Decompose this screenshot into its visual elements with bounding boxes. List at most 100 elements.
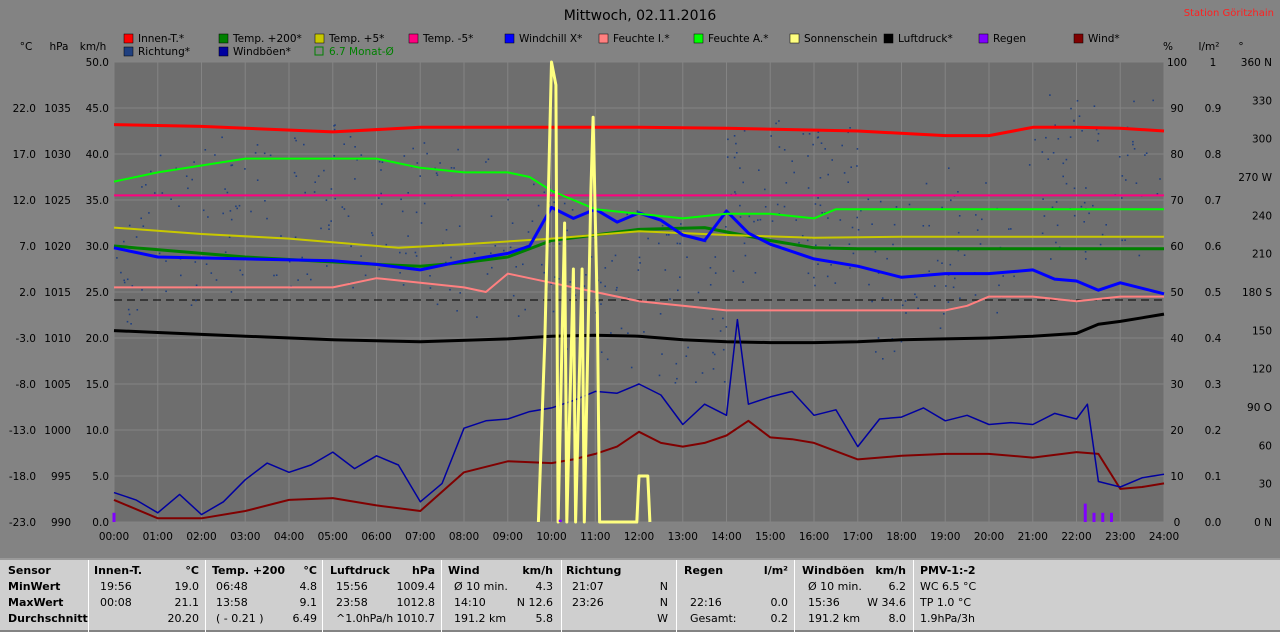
- direction-dot: [328, 224, 330, 226]
- direction-dot: [1008, 228, 1010, 230]
- direction-dot: [1073, 214, 1076, 217]
- direction-dot: [831, 159, 833, 161]
- direction-dot: [739, 216, 742, 218]
- direction-dot: [1057, 138, 1060, 140]
- direction-dot: [985, 182, 987, 184]
- percent-tick: 100: [1167, 57, 1187, 69]
- direction-dot: [771, 220, 774, 222]
- direction-dot: [722, 348, 725, 351]
- direction-dot: [517, 315, 520, 317]
- direction-dot: [541, 263, 543, 266]
- direction-dot: [748, 215, 751, 218]
- direction-dot: [343, 143, 345, 145]
- direction-tick: 60: [1259, 440, 1272, 452]
- x-tick: 04:00: [274, 531, 304, 543]
- direction-dot: [754, 272, 757, 274]
- direction-dot: [1125, 179, 1127, 181]
- cell-richtung-time: 23:26: [572, 596, 604, 609]
- direction-dot: [1097, 139, 1099, 142]
- direction-dot: [714, 272, 717, 274]
- direction-dot: [879, 200, 882, 203]
- direction-dot: [222, 212, 224, 215]
- direction-dot: [856, 216, 858, 219]
- direction-dot: [877, 337, 880, 339]
- direction-dot: [813, 276, 815, 279]
- hpa-tick: 1025: [44, 195, 71, 207]
- direction-dot: [952, 286, 955, 289]
- direction-dot: [957, 231, 960, 234]
- direction-dot: [585, 274, 587, 276]
- direction-dot: [954, 277, 956, 280]
- direction-dot: [378, 197, 380, 199]
- direction-dot: [294, 236, 297, 239]
- cell-boeen-value: 8.0: [888, 612, 907, 625]
- direction-dot: [893, 223, 896, 226]
- legend-label-regen: Regen: [993, 33, 1026, 45]
- direction-dot: [996, 311, 998, 314]
- row-label: MinWert: [8, 580, 61, 593]
- direction-dot: [941, 206, 943, 209]
- legend-swatch-wind: [1073, 33, 1084, 44]
- table-separator: [676, 560, 677, 632]
- direction-tick: 240: [1252, 210, 1272, 222]
- direction-dot: [205, 263, 208, 265]
- direction-dot: [819, 204, 822, 207]
- direction-dot: [1085, 258, 1087, 260]
- direction-dot: [145, 184, 147, 186]
- rain-tick: 0.7: [1205, 195, 1222, 207]
- direction-dot: [709, 267, 712, 269]
- percent-tick: 90: [1170, 103, 1183, 115]
- direction-dot: [819, 177, 822, 179]
- kmh-tick: 45.0: [86, 103, 109, 115]
- direction-dot: [123, 281, 126, 284]
- direction-dot: [713, 353, 716, 356]
- direction-dot: [945, 285, 947, 287]
- header-boeen-unit: km/h: [875, 564, 906, 577]
- direction-dot: [998, 284, 1000, 287]
- direction-dot: [161, 192, 164, 194]
- direction-dot: [295, 175, 298, 177]
- header-sensor: Sensor: [8, 564, 51, 577]
- direction-dot: [476, 316, 478, 318]
- direction-tick: 30: [1259, 479, 1272, 491]
- direction-dot: [764, 188, 766, 191]
- direction-dot: [614, 254, 617, 257]
- direction-dot: [1065, 182, 1068, 185]
- hpa-tick: 1015: [44, 287, 71, 299]
- direction-dot: [1132, 140, 1134, 143]
- direction-dot: [442, 242, 444, 245]
- direction-dot: [604, 267, 607, 269]
- direction-dot: [1095, 128, 1098, 131]
- cell-druck-value: 1012.8: [396, 596, 436, 609]
- direction-dot: [333, 125, 335, 127]
- legend-label-feuchte-i: Feuchte I.*: [613, 33, 670, 45]
- direction-dot: [378, 160, 381, 163]
- direction-dot: [764, 206, 767, 208]
- direction-dot: [791, 160, 793, 162]
- direction-dot: [130, 323, 132, 325]
- cell-richtung-value: N: [659, 580, 668, 593]
- direction-dot: [979, 243, 982, 245]
- direction-dot: [1092, 204, 1094, 207]
- direction-dot: [834, 282, 837, 284]
- direction-dot: [120, 271, 122, 274]
- direction-dot: [288, 260, 291, 263]
- direction-dot: [273, 274, 275, 277]
- direction-dot: [685, 355, 688, 357]
- direction-dot: [531, 220, 534, 222]
- direction-dot: [604, 285, 606, 288]
- direction-dot: [814, 284, 816, 287]
- direction-dot: [892, 243, 894, 246]
- cell-regen-value: 0.2: [770, 612, 789, 625]
- direction-dot: [558, 278, 560, 280]
- direction-dot: [661, 353, 663, 355]
- legend-label-temp-200: Temp. +200*: [232, 33, 302, 45]
- hpa-tick: 1005: [44, 379, 71, 391]
- direction-dot: [239, 269, 241, 272]
- celsius-tick: 7.0: [19, 241, 36, 253]
- direction-dot: [178, 205, 180, 207]
- direction-dot: [1099, 243, 1102, 246]
- kmh-tick: 10.0: [86, 425, 109, 437]
- direction-dot: [732, 270, 735, 272]
- direction-dot: [131, 285, 134, 287]
